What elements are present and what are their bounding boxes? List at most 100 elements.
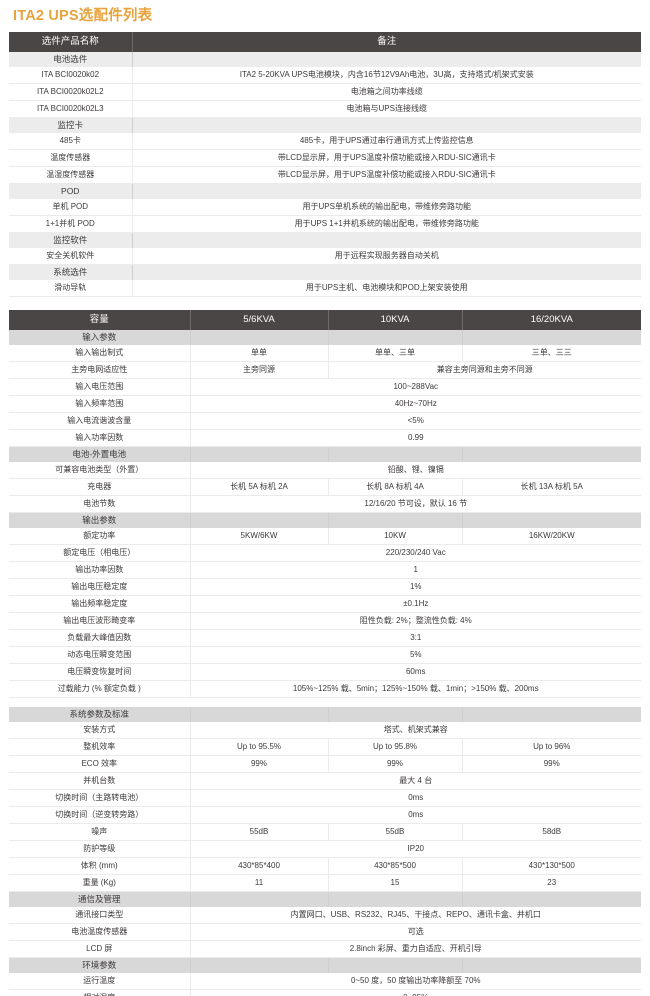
table-row: 温度传感器 带LCD显示屏，用于UPS温度补偿功能或接入RDU-SIC通讯卡	[9, 149, 641, 167]
row-label: 输出电压波形畸变率	[9, 612, 191, 630]
row-label: 通讯接口类型	[9, 906, 191, 924]
row-value-col2: 长机 8A 标机 4A	[328, 478, 463, 496]
spec-column-header-3: 16/20KVA	[462, 310, 641, 330]
row-value-span: 0~50 度，50 度输出功率降额至 70%	[190, 972, 641, 990]
section-band-filler	[462, 957, 641, 973]
section-band-row: 电池选件	[9, 52, 641, 67]
row-label: 可兼容电池类型（外置）	[9, 462, 191, 479]
table-row: 整机效率 Up to 95.5% Up to 95.8% Up to 96%	[9, 738, 641, 756]
row-label: 电池温度传感器	[9, 923, 191, 941]
row-value-span: 1%	[190, 578, 641, 596]
row-value-col1: Up to 95.5%	[190, 738, 329, 756]
row-label: ECO 效率	[9, 755, 191, 773]
table-row: ITA BCI0020k02L2 电池箱之间功率线缆	[9, 83, 641, 101]
section-band-label: 电池-外置电池	[9, 446, 191, 462]
table-row: ECO 效率 99% 99% 99%	[9, 755, 641, 773]
section-band-label: 输出参数	[9, 512, 191, 528]
row-value-col1: 11	[190, 874, 329, 892]
row-value-span: 1	[190, 561, 641, 579]
section-band-row: 输出参数	[9, 512, 641, 528]
row-label: 整机效率	[9, 738, 191, 756]
row-value: 电池箱之间功率线缆	[132, 83, 641, 101]
row-value-col3: 99%	[462, 755, 641, 773]
section-band-filler	[328, 957, 463, 973]
row-value-span: 内置网口、USB、RS232、RJ45、干接点、REPO、通讯卡盒、并机口	[190, 906, 641, 924]
row-value-col2: Up to 95.8%	[328, 738, 463, 756]
section-band-filler	[462, 446, 641, 462]
spec-column-header-0: 容量	[9, 310, 191, 330]
row-value-span: 5%	[190, 646, 641, 664]
table-row: 额定电压（相电压） 220/230/240 Vac	[9, 544, 641, 562]
row-value: 用于UPS主机、电池模块和POD上架安装使用	[132, 280, 641, 297]
section-band-label: 监控软件	[9, 232, 133, 248]
row-value-span: 12/16/20 节可设，默认 16 节	[190, 495, 641, 513]
row-label: 电池节数	[9, 495, 191, 513]
row-value-span: 铅酸、锂、镍镉	[190, 462, 641, 479]
row-label: 切换时间（主路转电池）	[9, 789, 191, 807]
row-value: 带LCD显示屏，用于UPS温度补偿功能或接入RDU-SIC通讯卡	[132, 149, 641, 167]
row-value-col3: Up to 96%	[462, 738, 641, 756]
table-row: 防护等级 IP20	[9, 840, 641, 858]
row-value-col3: 58dB	[462, 823, 641, 841]
table-gap-cell	[9, 697, 641, 707]
table-row: 安全关机软件 用于远程实现服务器自动关机	[9, 248, 641, 265]
table-row: 安装方式 塔式、机架式兼容	[9, 721, 641, 739]
spec-column-header-2: 10KVA	[328, 310, 463, 330]
table-row: 运行温度 0~50 度，50 度输出功率降额至 70%	[9, 972, 641, 990]
row-value-span: 60ms	[190, 663, 641, 681]
row-value-span: 105%~125% 载、5min；125%~150% 载、1min；>150% …	[190, 680, 641, 698]
section-band-row: 通信及管理	[9, 891, 641, 907]
section-band-row: 电池-外置电池	[9, 446, 641, 462]
row-value-col1: 单单	[190, 345, 329, 362]
row-value-col1: 55dB	[190, 823, 329, 841]
section-band-filler	[462, 706, 641, 722]
row-label: 安全关机软件	[9, 248, 133, 265]
table-row: 动态电压瞬变范围 5%	[9, 646, 641, 664]
section-band-filler	[132, 264, 641, 280]
spec-header-row: 容量 5/6KVA 10KVA 16/20KVA	[9, 310, 641, 330]
row-value: 带LCD显示屏，用于UPS温度补偿功能或接入RDU-SIC通讯卡	[132, 166, 641, 184]
row-label: 额定功率	[9, 528, 191, 545]
row-label: 相对湿度	[9, 989, 191, 996]
row-value-col1: 99%	[190, 755, 329, 773]
table-row: 切换时间（主路转电池） 0ms	[9, 789, 641, 807]
table-row: 输入功率因数 0.99	[9, 429, 641, 447]
table-row: 输出频率稳定度 ±0.1Hz	[9, 595, 641, 613]
table-row: 体积 (mm) 430*85*400 430*85*500 430*130*500	[9, 857, 641, 875]
section-band-filler	[132, 232, 641, 248]
row-label: 负载最大峰值因数	[9, 629, 191, 647]
table-row: 输出功率因数 1	[9, 561, 641, 579]
section-band-label: POD	[9, 183, 133, 199]
table-row: 单机 POD 用于UPS单机系统的输出配电，带维修旁路功能	[9, 199, 641, 216]
table-row: 切换时间（逆变转旁路） 0ms	[9, 806, 641, 824]
row-value-col3: 长机 13A 标机 5A	[462, 478, 641, 496]
section-band-filler	[190, 957, 329, 973]
section-band-label: 环境参数	[9, 957, 191, 973]
table-row: 额定功率 5KW/6KW 10KW 16KW/20KW	[9, 528, 641, 545]
row-value-col2: 10KW	[328, 528, 463, 545]
row-label: 安装方式	[9, 721, 191, 739]
row-value-span: 阻性负载: 2%；整流性负载: 4%	[190, 612, 641, 630]
section-band-label: 监控卡	[9, 117, 133, 133]
row-value-span: 0~95%	[190, 989, 641, 996]
section-band-row: 监控卡	[9, 117, 641, 133]
table-row: 充电器 长机 5A 标机 2A 长机 8A 标机 4A 长机 13A 标机 5A	[9, 478, 641, 496]
section-band-filler	[190, 706, 329, 722]
section-band-filler	[328, 706, 463, 722]
page-title: ITA2 UPS选配件列表	[13, 8, 153, 24]
section-band-row: 输入参数	[9, 330, 641, 345]
section-band-filler	[132, 117, 641, 133]
row-label: 过载能力 (% 额定负载 )	[9, 680, 191, 698]
row-label: 额定电压（相电压）	[9, 544, 191, 562]
row-label: 运行温度	[9, 972, 191, 990]
table-row: 输入电流谐波含量 <5%	[9, 412, 641, 430]
row-label: LCD 屏	[9, 940, 191, 958]
section-band-label: 电池选件	[9, 52, 133, 67]
row-label: 滑动导轨	[9, 280, 133, 297]
row-value-span: 2.8inch 彩屏、重力自适应、开机引导	[190, 940, 641, 958]
row-label: 防护等级	[9, 840, 191, 858]
row-label: 输入电流谐波含量	[9, 412, 191, 430]
section-band-filler	[132, 52, 641, 67]
row-label: 输入输出制式	[9, 345, 191, 362]
